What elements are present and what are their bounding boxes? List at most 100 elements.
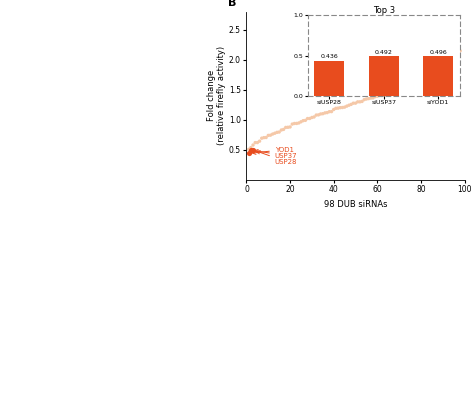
Point <box>337 105 344 111</box>
Point <box>398 87 405 93</box>
Point <box>332 105 340 111</box>
Point <box>278 127 285 133</box>
Point <box>391 88 399 94</box>
Point <box>330 106 337 113</box>
Point <box>439 75 447 82</box>
Point <box>380 92 388 99</box>
Point <box>369 95 377 101</box>
Point <box>251 139 259 146</box>
Point <box>286 124 294 130</box>
Point <box>254 139 261 146</box>
Point <box>365 95 373 102</box>
Point <box>435 77 442 83</box>
Point <box>310 114 318 120</box>
Point <box>338 104 346 111</box>
Point <box>321 110 329 116</box>
Point <box>260 134 268 141</box>
Point <box>374 93 381 99</box>
Point <box>421 80 429 86</box>
Point <box>424 80 431 86</box>
Point <box>413 83 420 89</box>
Point <box>376 92 383 99</box>
Point <box>400 86 407 93</box>
Point <box>334 105 342 111</box>
Point <box>347 101 355 108</box>
Text: YOD1: YOD1 <box>253 146 294 154</box>
Point <box>308 114 316 120</box>
Point <box>245 146 253 152</box>
Point <box>389 88 396 95</box>
Point <box>315 112 322 118</box>
Point <box>371 93 379 100</box>
Point <box>402 85 410 92</box>
Point <box>358 98 366 105</box>
Point <box>291 120 298 126</box>
Point <box>409 83 416 89</box>
Point <box>271 130 279 136</box>
Point <box>428 79 436 85</box>
Point <box>426 79 433 86</box>
Point <box>360 97 368 103</box>
Point <box>352 100 359 107</box>
Point <box>282 124 290 130</box>
Point <box>341 104 348 111</box>
Point <box>249 142 257 148</box>
Point <box>317 111 324 117</box>
Point <box>395 87 403 94</box>
Point <box>304 115 311 122</box>
Point <box>415 83 422 89</box>
Point <box>404 85 411 91</box>
Point <box>410 83 418 89</box>
Point <box>343 103 351 109</box>
Point <box>275 129 283 135</box>
Point <box>269 131 276 137</box>
Point <box>367 95 374 101</box>
Point <box>249 147 257 153</box>
Point <box>432 77 440 83</box>
Point <box>450 74 457 80</box>
Point <box>273 129 281 136</box>
Point <box>454 69 462 75</box>
Point <box>245 150 253 157</box>
Point <box>280 126 287 132</box>
Point <box>363 96 370 102</box>
Point <box>297 119 305 125</box>
Text: USP37: USP37 <box>255 150 298 159</box>
Point <box>289 121 296 127</box>
Point <box>323 109 331 116</box>
Point <box>306 115 313 122</box>
Point <box>441 75 449 82</box>
Point <box>300 117 307 124</box>
Point <box>393 87 401 94</box>
Point <box>293 120 301 126</box>
Point <box>256 138 264 144</box>
Point <box>326 109 333 115</box>
Point <box>262 134 270 141</box>
Point <box>446 74 453 81</box>
Point <box>267 132 274 138</box>
Point <box>430 78 438 85</box>
Point <box>378 92 385 99</box>
Text: B: B <box>228 0 236 8</box>
Point <box>295 120 302 126</box>
Point <box>384 89 392 96</box>
Point <box>443 75 451 81</box>
Point <box>247 147 255 153</box>
Point <box>356 99 364 105</box>
Point <box>247 144 255 151</box>
Point <box>406 83 414 90</box>
Point <box>447 74 455 80</box>
Point <box>417 82 425 88</box>
Point <box>264 132 272 138</box>
Point <box>437 77 444 83</box>
Point <box>349 100 357 107</box>
Point <box>328 109 335 115</box>
Point <box>419 81 427 87</box>
Point <box>452 73 460 80</box>
Point <box>382 92 390 98</box>
Text: USP28: USP28 <box>256 151 297 165</box>
Point <box>387 89 394 95</box>
Point <box>456 48 464 54</box>
Point <box>354 99 362 105</box>
Point <box>319 111 327 117</box>
